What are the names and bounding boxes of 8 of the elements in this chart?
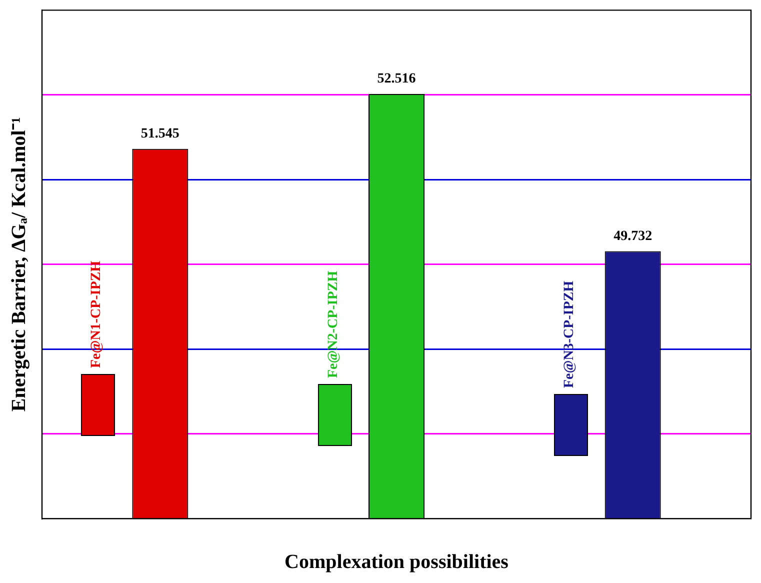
- x-axis-title: Complexation possibilities: [284, 551, 509, 574]
- annotation: Fe@N3-CP-IPZH: [562, 280, 578, 388]
- y-axis-title: Energetic Barrier, ΔGₐ/ Kcal.mol⁻¹: [8, 117, 30, 412]
- annotation: Fe@N2-CP-IPZH: [326, 270, 342, 378]
- data-label: 49.732: [614, 228, 652, 244]
- annotation: Fe@N1-CP-IPZH: [89, 260, 106, 368]
- data-label: 52.516: [377, 72, 416, 87]
- data-label: 51.545: [140, 126, 180, 142]
